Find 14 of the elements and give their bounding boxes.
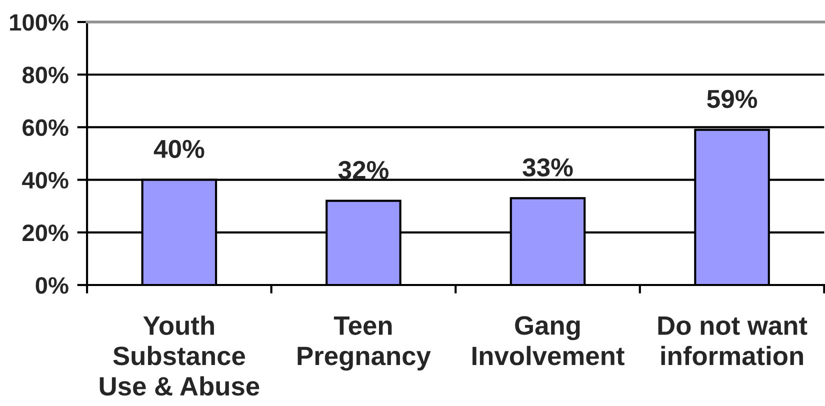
x-tick-label: Youth Substance Use & Abuse: [100, 316, 260, 396]
data-label: 32%: [338, 160, 388, 180]
data-label: 40%: [154, 140, 204, 158]
data-label: 33%: [522, 158, 573, 177]
x-tick-label: Teen Pregnancy: [298, 316, 431, 371]
y-tick-label: 40%: [22, 172, 68, 189]
y-tick-label: 20%: [22, 224, 68, 242]
y-tick-label: 80%: [22, 66, 68, 84]
y-tick-label: 100%: [10, 14, 68, 31]
x-tick-label: Gang Involvement: [472, 316, 624, 366]
x-tick-label: Do not want information: [658, 316, 808, 366]
data-label: 59%: [707, 90, 758, 108]
y-tick-label: 0%: [36, 277, 68, 294]
y-tick-label: 60%: [22, 119, 68, 136]
